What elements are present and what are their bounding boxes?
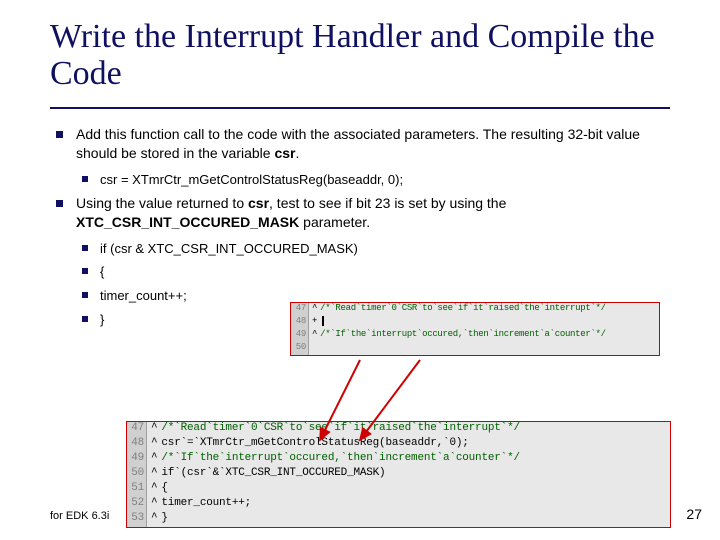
caret-mark: ^	[147, 482, 161, 497]
caret-mark	[309, 342, 315, 355]
footer-text: for EDK 6.3i	[50, 510, 109, 522]
caret-mark: ^	[147, 452, 161, 467]
caret-mark: ^	[309, 303, 320, 316]
caret-mark: +	[309, 316, 320, 329]
bullet-2: Using the value returned to csr, test to…	[50, 194, 680, 232]
code-text: if`(csr`&`XTC_CSR_INT_OCCURED_MASK)	[161, 467, 385, 482]
bullet-1-end: .	[296, 145, 300, 161]
line-number: 52	[127, 497, 147, 512]
bullet-1-sub: csr = XTmrCtr_mGetControlStatusReg(basea…	[50, 171, 680, 189]
code-text: {	[161, 482, 167, 497]
content-area: Add this function call to the code with …	[50, 125, 680, 328]
caret-mark: ^	[309, 329, 320, 342]
bullet-2-sub1: if (csr & XTC_CSR_INT_OCCURED_MASK)	[50, 240, 680, 258]
caret-mark: ^	[147, 422, 161, 437]
line-number: 50	[291, 342, 309, 355]
code-text: timer_count++;	[161, 497, 251, 512]
bullet-2-e: parameter.	[299, 214, 370, 230]
code-row: 50	[291, 342, 659, 355]
code-row: 53^}	[127, 512, 670, 527]
bullet-1-text: Add this function call to the code with …	[76, 126, 640, 161]
code-row: 49^/*`If`the`interrupt`occured,`then`inc…	[291, 329, 659, 342]
page-number: 27	[686, 506, 702, 522]
bullet-2-csr: csr	[248, 195, 269, 211]
line-number: 51	[127, 482, 147, 497]
code-text: /*`Read`timer`0`CSR`to`see`if`it`raised`…	[161, 422, 519, 437]
code-text: /*`If`the`interrupt`occured,`then`increm…	[320, 329, 606, 342]
cursor-icon	[322, 316, 324, 326]
code-row: 50^if`(csr`&`XTC_CSR_INT_OCCURED_MASK)	[127, 467, 670, 482]
code-row: 47^/*`Read`timer`0`CSR`to`see`if`it`rais…	[127, 422, 670, 437]
code-row: 48+	[291, 316, 659, 329]
bullet-1-var: csr	[274, 145, 295, 161]
bullet-2-c: , test to see if bit 23 is set by using …	[269, 195, 506, 211]
code-text: csr`=`XTmrCtr_mGetControlStatusReg(basea…	[161, 437, 468, 452]
line-number: 48	[127, 437, 147, 452]
line-number: 47	[291, 303, 309, 316]
bullet-1: Add this function call to the code with …	[50, 125, 680, 163]
code-row: 47^/*`Read`timer`0`CSR`to`see`if`it`rais…	[291, 303, 659, 316]
code-text	[320, 316, 324, 329]
code-row: 48^csr`=`XTmrCtr_mGetControlStatusReg(ba…	[127, 437, 670, 452]
code-row: 51^{	[127, 482, 670, 497]
line-number: 48	[291, 316, 309, 329]
line-number: 49	[127, 452, 147, 467]
code-row: 52^ timer_count++;	[127, 497, 670, 512]
line-number: 47	[127, 422, 147, 437]
code-block-small: 47^/*`Read`timer`0`CSR`to`see`if`it`rais…	[290, 302, 660, 356]
caret-mark: ^	[147, 497, 161, 512]
line-number: 49	[291, 329, 309, 342]
line-number: 50	[127, 467, 147, 482]
code-block-big: 47^/*`Read`timer`0`CSR`to`see`if`it`rais…	[126, 421, 671, 528]
slide-title: Write the Interrupt Handler and Compile …	[50, 18, 680, 93]
bullet-2-mask: XTC_CSR_INT_OCCURED_MASK	[76, 214, 299, 230]
caret-mark: ^	[147, 467, 161, 482]
code-text: }	[161, 512, 167, 527]
code-text: /*`Read`timer`0`CSR`to`see`if`it`raised`…	[320, 303, 606, 316]
title-underline	[50, 107, 670, 109]
code-text: /*`If`the`interrupt`occured,`then`increm…	[161, 452, 519, 467]
line-number: 53	[127, 512, 147, 527]
caret-mark: ^	[147, 512, 161, 527]
caret-mark: ^	[147, 437, 161, 452]
bullet-2-a: Using the value returned to	[76, 195, 248, 211]
bullet-2-sub2: {	[50, 263, 680, 281]
code-row: 49^/*`If`the`interrupt`occured,`then`inc…	[127, 452, 670, 467]
